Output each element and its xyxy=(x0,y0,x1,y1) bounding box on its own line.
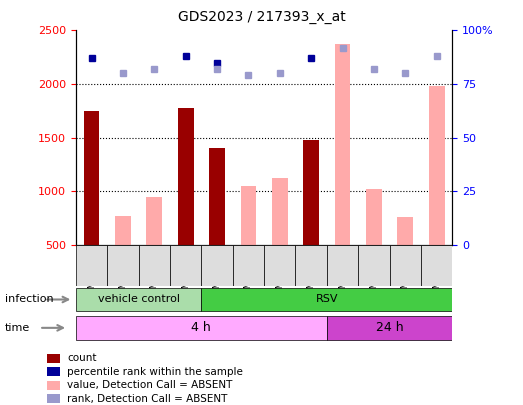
Text: value, Detection Call = ABSENT: value, Detection Call = ABSENT xyxy=(67,380,232,390)
Text: 24 h: 24 h xyxy=(376,321,403,335)
Bar xyxy=(390,245,421,286)
Bar xyxy=(241,186,256,245)
Bar xyxy=(170,245,201,286)
Bar xyxy=(335,44,350,245)
Bar xyxy=(429,86,445,245)
Text: count: count xyxy=(67,354,96,363)
Bar xyxy=(146,197,162,245)
Text: 4 h: 4 h xyxy=(191,321,211,335)
Text: RSV: RSV xyxy=(315,294,338,305)
Bar xyxy=(209,149,225,245)
Bar xyxy=(264,245,295,286)
Text: time: time xyxy=(5,323,30,333)
Bar xyxy=(178,108,194,245)
Bar xyxy=(201,288,452,311)
Bar xyxy=(327,245,358,286)
Bar xyxy=(76,288,201,311)
Bar xyxy=(115,216,131,245)
Text: rank, Detection Call = ABSENT: rank, Detection Call = ABSENT xyxy=(67,394,228,403)
Bar xyxy=(139,245,170,286)
Bar xyxy=(84,111,99,245)
Bar xyxy=(272,179,288,245)
Text: percentile rank within the sample: percentile rank within the sample xyxy=(67,367,243,377)
Bar xyxy=(76,245,107,286)
Bar xyxy=(358,245,390,286)
Bar xyxy=(366,189,382,245)
Bar xyxy=(233,245,264,286)
Text: vehicle control: vehicle control xyxy=(98,294,179,305)
Bar xyxy=(421,245,452,286)
Bar xyxy=(295,245,327,286)
Bar xyxy=(107,245,139,286)
Bar xyxy=(303,140,319,245)
Bar xyxy=(76,316,327,340)
Bar xyxy=(397,217,413,245)
Text: GDS2023 / 217393_x_at: GDS2023 / 217393_x_at xyxy=(178,10,345,24)
Bar xyxy=(201,245,233,286)
Bar xyxy=(327,316,452,340)
Text: infection: infection xyxy=(5,294,54,305)
